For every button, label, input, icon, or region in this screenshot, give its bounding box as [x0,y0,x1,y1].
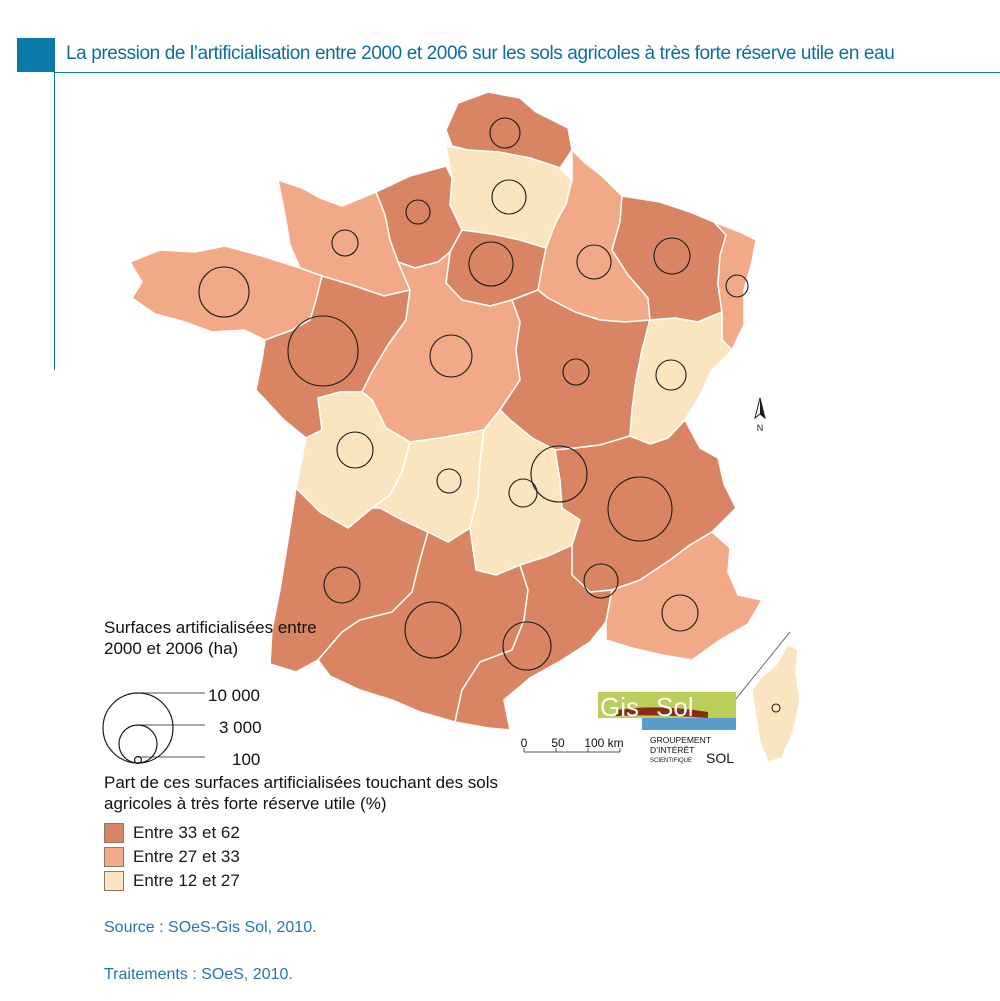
logo-brown-stroke [616,707,708,718]
logo-gis-text: Gis [600,692,639,722]
circle-aquitaine [323,566,361,604]
class-swatch-mid [104,847,124,867]
logo-line2: D’INTÉRÊT [650,745,694,755]
logo-line3-sol: SOL [706,750,734,766]
logo-sol-text: Sol [656,692,694,722]
scale-label-50: 50 [551,736,565,750]
class-label-high: Entre 33 et 62 [133,823,240,842]
circle-midi-pyrenees [404,601,462,659]
class-legend-item-high: Entre 33 et 62 [104,823,240,843]
circle-nord-pas-de-calais [489,117,521,149]
logo-line3: SCIENTIFIQUE [650,758,692,764]
circle-pays-de-la-loire [287,315,359,387]
source-text: Source : SOeS-Gis Sol, 2010. [104,919,317,936]
gis-sol-logo: Gis Sol GROUPEMENT D’INTÉRÊT SCIENTIFIQU… [598,692,738,772]
legend-circle-10000 [102,692,174,764]
legend-circle-100 [133,755,143,765]
header-accent-square [17,38,54,72]
circle-rhone-alpes [607,476,673,542]
region-bretagne [129,245,323,341]
circle-haute-normandie [405,199,431,225]
class-label-low: Entre 12 et 27 [133,871,240,890]
logo-blue-block [642,718,736,730]
north-label: N [757,423,764,433]
circle-lorraine [653,237,691,275]
circle-basse-normandie [331,229,359,257]
circle-alsace [725,274,749,298]
logo-line1: GROUPEMENT [650,735,711,745]
region-corse [751,643,801,763]
region-provence-alpes-cote-d-azur [605,531,763,661]
class-legend-item-mid: Entre 27 et 33 [104,847,240,867]
circle-auvergne [508,478,538,508]
circle-rhone-alpes-south [583,563,619,599]
circle-corse [771,703,781,713]
proportional-circles [198,117,781,713]
circle-bretagne [198,266,250,318]
circle-ile-de-france [468,241,514,287]
class-legend-title: Part de ces surfaces artificialisées tou… [104,773,499,813]
circle-paca [661,594,699,632]
scale-label-0: 0 [521,736,528,750]
class-label-mid: Entre 27 et 33 [133,847,240,866]
scale-bar: 0 50 100 km [521,736,624,753]
size-legend-title: Surfaces artificialisées entre 2000 et 2… [104,618,317,658]
size-legend-value-3000: 3 000 [219,718,262,737]
circle-centre [429,334,473,378]
circle-picardie [491,179,527,215]
circle-franche-comte [655,359,687,391]
class-swatch-high [104,823,124,843]
region-languedoc-roussillon [454,544,613,731]
circle-auvergne-large [530,445,588,503]
processing-text: Traitements : SOeS, 2010. [104,966,293,983]
header-accent-vertical-line [54,38,55,370]
circle-limousin [436,468,462,494]
corsica-inset-line [734,631,791,701]
scale-label-100: 100 km [584,736,623,750]
class-legend-item-low: Entre 12 et 27 [104,871,240,891]
circle-champagne-ardenne [576,244,612,280]
map-title: La pression de l’artificialisation entre… [66,43,895,64]
circle-poitou-charentes [336,431,374,469]
size-legend-circles [102,692,205,765]
size-legend-value-10000: 10 000 [208,686,260,705]
class-swatch-low [104,871,124,891]
size-legend-value-100: 100 [232,750,261,769]
header-accent-horizontal-line [54,72,1000,73]
circle-languedoc-roussillon [502,621,552,671]
region-franche-comte [629,311,733,445]
circle-bourgogne [562,358,590,386]
north-arrow-icon: N [754,397,766,433]
